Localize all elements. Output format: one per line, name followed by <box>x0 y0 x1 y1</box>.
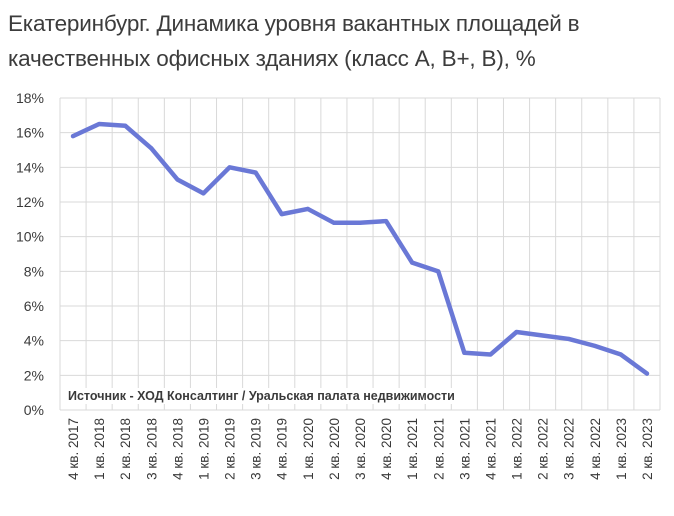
data-point <box>618 352 623 357</box>
y-tick-label: 6% <box>24 298 44 314</box>
data-point <box>384 219 389 224</box>
data-point <box>331 220 336 225</box>
y-tick-label: 16% <box>16 125 44 141</box>
y-tick-label: 10% <box>16 229 44 245</box>
x-tick-label: 4 кв. 2021 <box>483 418 498 480</box>
y-gridlines <box>60 97 660 411</box>
y-tick-label: 0% <box>24 402 44 418</box>
y-tick-label: 14% <box>16 159 44 175</box>
y-tick-label: 2% <box>24 367 44 383</box>
series-group <box>70 121 650 376</box>
x-tick-label: 2 кв. 2019 <box>223 418 238 480</box>
x-axis-ticks: 4 кв. 2017 1 кв. 2018 2 кв. 2018 3 кв. 2018… <box>66 418 655 480</box>
data-point <box>644 371 649 376</box>
data-point <box>149 146 154 151</box>
data-point <box>253 170 258 175</box>
data-point <box>279 212 284 217</box>
x-tick-label: 1 кв. 2020 <box>301 418 316 480</box>
y-tick-label: 4% <box>24 333 44 349</box>
x-tick-label: 2 кв. 2018 <box>118 418 133 480</box>
x-tick-label: 1 кв. 2019 <box>196 418 211 480</box>
data-point <box>436 269 441 274</box>
x-tick-label: 2 кв. 2020 <box>327 418 342 480</box>
data-point <box>358 220 362 225</box>
x-tick-label: 4 кв. 2020 <box>379 418 394 480</box>
data-point <box>488 352 493 357</box>
data-point <box>123 123 128 128</box>
data-point <box>305 206 310 211</box>
series-line <box>70 121 650 376</box>
x-tick-label: 4 кв. 2019 <box>275 418 290 480</box>
x-tick-label: 3 кв. 2019 <box>249 418 264 480</box>
data-point <box>514 330 519 334</box>
x-tick-label: 4 кв. 2017 <box>66 418 81 480</box>
x-tick-label: 2 кв. 2022 <box>536 418 551 480</box>
data-point <box>592 343 597 348</box>
x-tick-label: 4 кв. 2022 <box>588 418 603 480</box>
data-point <box>566 336 571 341</box>
data-point <box>410 260 415 265</box>
y-tick-label: 12% <box>16 194 44 210</box>
data-point <box>462 350 467 355</box>
x-tick-label: 1 кв. 2022 <box>510 418 525 480</box>
x-tick-label: 3 кв. 2020 <box>353 418 368 480</box>
data-point <box>540 333 545 338</box>
x-tick-label: 3 кв. 2021 <box>457 418 472 480</box>
x-tick-label: 2 кв. 2023 <box>640 418 655 480</box>
data-point <box>201 191 206 196</box>
data-point <box>97 122 102 126</box>
x-tick-label: 3 кв. 2018 <box>144 418 159 480</box>
x-tick-label: 3 кв. 2022 <box>562 418 577 480</box>
x-tick-label: 1 кв. 2021 <box>405 418 420 480</box>
x-gridlines <box>59 98 661 410</box>
x-tick-label: 1 кв. 2023 <box>614 418 629 480</box>
chart-title: Екатеринбург. Динамика уровня вакантных … <box>8 11 580 71</box>
x-tick-label: 1 кв. 2018 <box>92 418 107 480</box>
data-point <box>71 134 76 139</box>
x-tick-label: 4 кв. 2018 <box>170 418 185 480</box>
y-tick-label: 18% <box>16 90 44 106</box>
y-tick-label: 8% <box>24 263 44 279</box>
data-point <box>175 177 180 182</box>
x-tick-label: 2 кв. 2021 <box>431 418 446 480</box>
source-annotation: Источник - ХОД Консалтинг / Уральская па… <box>62 388 461 404</box>
y-axis-ticks: 0% 2% 4% 6% 8% 10% 12% 14% 16% 18% <box>16 90 44 418</box>
data-point <box>227 165 232 170</box>
